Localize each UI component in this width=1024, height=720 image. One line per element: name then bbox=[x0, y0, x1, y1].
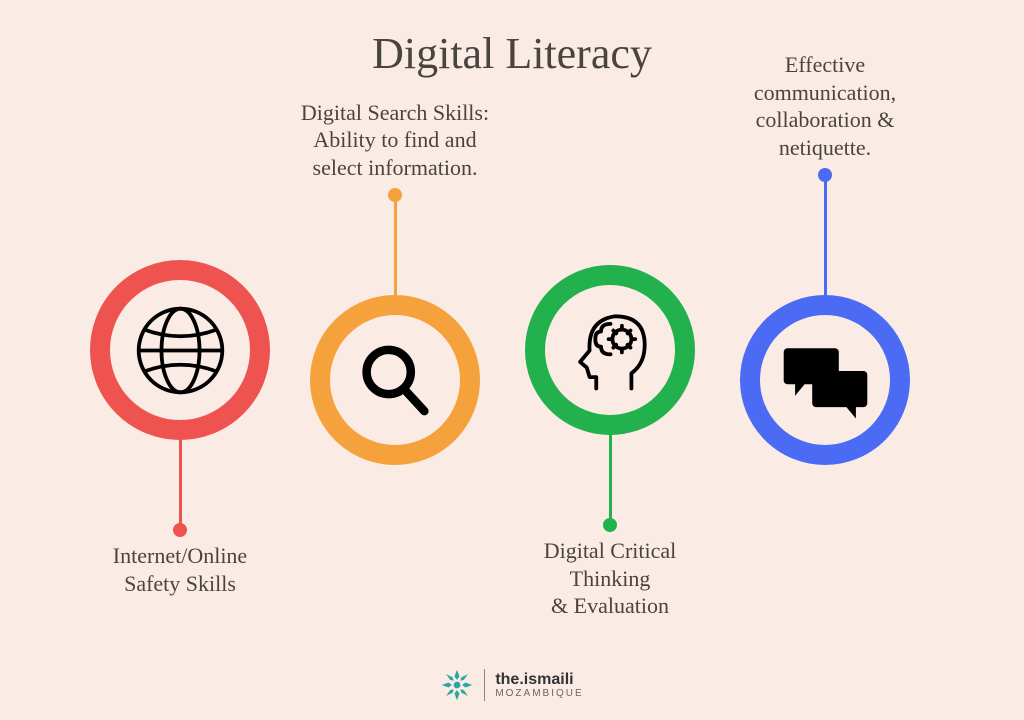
pillar-circle-safety bbox=[90, 260, 270, 440]
connector-communication bbox=[818, 168, 832, 295]
brand-region: MOZAMBIQUE bbox=[495, 688, 583, 699]
footer-divider bbox=[484, 669, 485, 701]
pillar-circle-search bbox=[310, 295, 480, 465]
brain-gear-icon bbox=[563, 303, 658, 398]
pillar-label-safety: Internet/Online Safety Skills bbox=[65, 542, 295, 597]
globe-icon bbox=[133, 303, 228, 398]
magnifier-icon bbox=[353, 338, 438, 423]
pillar-circle-communication bbox=[740, 295, 910, 465]
brand-name: the.ismaili bbox=[495, 671, 583, 689]
pillar-label-search: Digital Search Skills: Ability to find a… bbox=[280, 99, 510, 182]
connector-critical bbox=[603, 435, 617, 532]
footer-brand: the.ismaili MOZAMBIQUE bbox=[0, 668, 1024, 702]
infographic-canvas: Digital Literacy Internet/Online Safety … bbox=[0, 0, 1024, 720]
pillar-circle-critical bbox=[525, 265, 695, 435]
brand-logo-icon bbox=[440, 668, 474, 702]
pillar-label-critical: Digital Critical Thinking & Evaluation bbox=[495, 537, 725, 620]
chat-bubbles-icon bbox=[778, 333, 873, 428]
connector-safety bbox=[173, 440, 187, 537]
connector-search bbox=[388, 188, 402, 295]
pillar-label-communication: Effective communication, collaboration &… bbox=[710, 51, 940, 161]
